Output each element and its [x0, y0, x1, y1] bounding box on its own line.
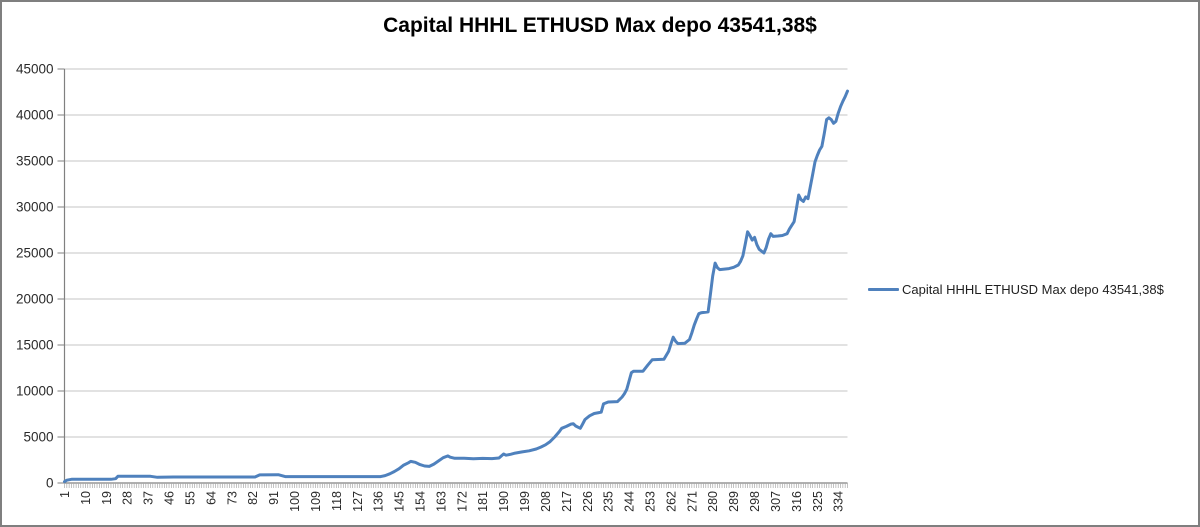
x-tick-label: 244 — [623, 491, 637, 512]
legend-line-swatch — [868, 288, 899, 291]
x-tick-label: 280 — [706, 491, 720, 512]
x-tick-label: 235 — [602, 491, 616, 512]
x-tick-label: 37 — [142, 491, 156, 505]
x-tick-label: 19 — [100, 491, 114, 505]
chart-title: Capital HHHL ETHUSD Max depo 43541,38$ — [383, 14, 817, 37]
x-tick-label: 46 — [163, 491, 177, 505]
x-tick-label: 10 — [79, 491, 93, 505]
x-tick-label: 82 — [246, 491, 260, 505]
x-tick-label: 253 — [644, 491, 658, 512]
x-tick-label: 298 — [748, 491, 762, 512]
x-tick-label: 1 — [58, 491, 72, 498]
x-tick-label: 181 — [476, 491, 490, 512]
x-tick-label: 118 — [330, 491, 344, 511]
x-tick-label: 136 — [372, 491, 386, 512]
y-tick-label: 30000 — [16, 200, 54, 215]
y-tick-label: 25000 — [16, 246, 54, 261]
x-tick-label: 307 — [769, 491, 783, 512]
y-tick-label: 10000 — [16, 384, 54, 399]
x-tick-label: 64 — [204, 491, 218, 505]
y-tick-label: 15000 — [16, 338, 54, 353]
x-tick-label: 271 — [685, 491, 699, 512]
y-tick-label: 45000 — [16, 62, 54, 77]
y-tick-label: 5000 — [23, 430, 53, 445]
x-tick-label: 154 — [414, 491, 428, 512]
x-tick-label: 163 — [434, 491, 448, 512]
x-tick-label: 190 — [497, 491, 511, 512]
x-tick-comb — [64, 483, 848, 488]
x-tick-label: 289 — [727, 491, 741, 512]
y-tick-label: 40000 — [16, 108, 54, 123]
y-tick-label: 20000 — [16, 292, 54, 307]
y-tick-label: 35000 — [16, 154, 54, 169]
x-tick-label: 334 — [832, 491, 846, 512]
x-tick-label: 325 — [811, 491, 825, 512]
x-tick-label: 28 — [121, 491, 135, 505]
x-tick-label: 226 — [581, 491, 595, 512]
x-tick-label: 208 — [539, 491, 553, 512]
x-tick-label: 199 — [518, 491, 532, 512]
series-line-capital — [63, 89, 849, 484]
x-tick-label: 55 — [184, 491, 198, 505]
x-tick-label: 145 — [393, 491, 407, 512]
x-tick-label: 172 — [455, 491, 469, 512]
legend-label: Capital HHHL ETHUSD Max depo 43541,38$ — [902, 282, 1164, 297]
x-tick-label: 109 — [309, 491, 323, 512]
legend: Capital HHHL ETHUSD Max depo 43541,38$ — [868, 282, 1164, 297]
x-tick-label: 316 — [790, 491, 804, 512]
x-tick-label: 73 — [225, 491, 239, 505]
x-tick-label: 100 — [288, 491, 302, 512]
y-tick-label: 0 — [46, 476, 54, 491]
x-tick-label: 91 — [267, 491, 281, 505]
x-tick-label: 127 — [351, 491, 365, 512]
x-tick-label: 262 — [664, 491, 678, 512]
x-tick-label: 217 — [560, 491, 574, 512]
